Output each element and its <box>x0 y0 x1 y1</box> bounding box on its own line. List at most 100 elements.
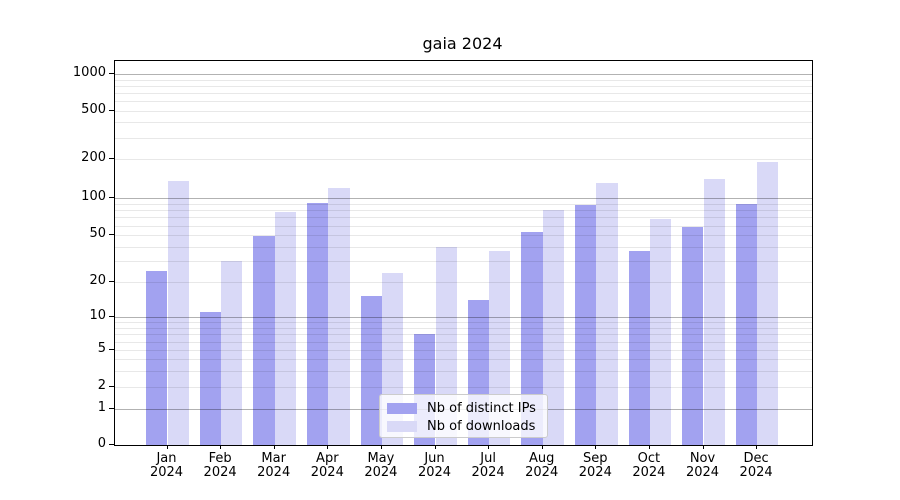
y-tick-label: 2 <box>97 377 106 393</box>
x-tick-mark <box>381 445 382 449</box>
x-tick-label: Nov 2024 <box>675 452 731 479</box>
y-tick-label: 50 <box>89 226 106 242</box>
x-tick-label: Sep 2024 <box>567 452 623 479</box>
legend-swatch-distinct-ips <box>387 402 417 414</box>
legend-label-distinct-ips: Nb of distinct IPs <box>427 400 536 416</box>
chart-title: gaia 2024 <box>422 34 503 53</box>
x-tick-label: Jul 2024 <box>460 452 516 479</box>
x-tick-label-line: 2024 <box>632 464 666 480</box>
x-tick-label-line: 2024 <box>203 464 237 480</box>
y-tick-label: 10 <box>89 307 106 323</box>
x-tick-mark <box>649 445 650 449</box>
x-tick-label-line: 2024 <box>257 464 291 480</box>
x-tick-label-line: Jun <box>424 451 445 466</box>
y-tick-mark <box>109 281 114 282</box>
y-tick-mark <box>109 349 114 350</box>
legend-swatch-downloads <box>387 420 417 432</box>
bar-distinct-ips <box>628 250 650 445</box>
x-tick-label-line: Oct <box>637 451 661 466</box>
x-tick-label-line: 2024 <box>525 464 559 480</box>
x-tick-label: Jan 2024 <box>139 452 195 479</box>
x-tick-label-line: Nov <box>689 451 716 466</box>
x-tick-label-line: 2024 <box>149 464 184 480</box>
bar-downloads <box>649 218 672 445</box>
y-tick-label: 500 <box>81 101 106 117</box>
y-tick-mark <box>109 386 114 387</box>
y-tick-label: 0 <box>97 436 106 451</box>
legend-label-downloads: Nb of downloads <box>427 418 536 434</box>
x-tick-label-line: May <box>367 451 395 466</box>
y-tick-label: 1 <box>97 399 106 415</box>
x-tick-mark <box>220 445 221 449</box>
x-tick-label-line: Jan <box>156 451 177 466</box>
y-tick-mark <box>109 444 114 445</box>
x-tick-label: Dec 2024 <box>728 452 784 479</box>
y-tick-mark <box>109 234 114 235</box>
bar-downloads <box>274 211 297 445</box>
bar-downloads <box>596 182 618 445</box>
y-tick-label: 1000 <box>72 65 106 80</box>
x-tick-label: May 2024 <box>353 452 409 479</box>
y-tick-label: 20 <box>89 273 106 288</box>
x-tick-mark <box>327 445 328 449</box>
x-tick-label: Oct 2024 <box>621 452 677 479</box>
x-tick-mark <box>435 445 436 449</box>
x-tick-label: Apr 2024 <box>299 452 355 479</box>
y-tick-mark <box>109 110 114 111</box>
x-tick-label-line: 2024 <box>578 464 612 480</box>
x-tick-label: Aug 2024 <box>514 452 570 479</box>
x-tick-label-line: 2024 <box>471 464 505 480</box>
x-tick-label: Mar 2024 <box>246 452 302 479</box>
bar-distinct-ips <box>521 232 543 445</box>
bar-distinct-ips <box>199 311 222 445</box>
bar-downloads <box>757 162 779 445</box>
legend: Nb of distinct IPs Nb of downloads <box>379 394 548 438</box>
y-tick-label: 200 <box>81 150 106 166</box>
y-tick-mark <box>109 158 114 159</box>
x-tick-label-line: 2024 <box>310 464 344 480</box>
x-tick-label-line: Aug <box>528 451 555 466</box>
x-tick-label-line: 2024 <box>417 464 452 480</box>
x-tick-label-line: Apr <box>316 451 339 466</box>
bar-distinct-ips <box>574 204 597 445</box>
bar-distinct-ips <box>735 203 758 445</box>
x-tick-mark <box>167 445 168 449</box>
x-tick-label-line: Dec <box>743 451 769 466</box>
bar-downloads <box>167 181 189 445</box>
bar-distinct-ips <box>146 270 168 445</box>
x-tick-mark <box>703 445 704 449</box>
bar-downloads <box>703 179 725 445</box>
y-tick-label: 100 <box>81 189 106 205</box>
bar-distinct-ips <box>253 236 275 445</box>
legend-item-distinct-ips: Nb of distinct IPs <box>387 399 547 417</box>
x-tick-label-line: 2024 <box>739 464 773 480</box>
bar-distinct-ips <box>682 226 704 445</box>
x-tick-mark <box>488 445 489 449</box>
x-tick-label-line: 2024 <box>364 464 398 480</box>
y-tick-mark <box>109 197 114 198</box>
plot-area: Nb of distinct IPs Nb of downloads <box>114 60 813 446</box>
x-tick-label-line: Feb <box>208 451 232 466</box>
y-tick-mark <box>109 316 114 317</box>
y-tick-label: 5 <box>97 341 106 357</box>
bar-distinct-ips <box>360 296 382 445</box>
y-tick-mark <box>109 408 114 409</box>
x-tick-label-line: Jul <box>480 451 496 466</box>
x-tick-mark <box>595 445 596 449</box>
x-tick-label: Feb 2024 <box>192 452 248 479</box>
bars-layer <box>115 61 812 445</box>
x-tick-label-line: 2024 <box>685 464 720 480</box>
x-tick-mark <box>274 445 275 449</box>
x-tick-label: Jun 2024 <box>407 452 463 479</box>
bar-distinct-ips <box>306 202 329 445</box>
x-tick-mark <box>542 445 543 449</box>
bar-downloads <box>328 188 350 445</box>
y-tick-mark <box>109 73 114 74</box>
bar-downloads <box>542 209 565 445</box>
x-tick-label-line: Mar <box>261 451 286 466</box>
bar-downloads <box>221 261 243 445</box>
x-tick-label-line: Sep <box>583 451 608 466</box>
x-tick-mark <box>756 445 757 449</box>
legend-item-downloads: Nb of downloads <box>387 417 547 435</box>
